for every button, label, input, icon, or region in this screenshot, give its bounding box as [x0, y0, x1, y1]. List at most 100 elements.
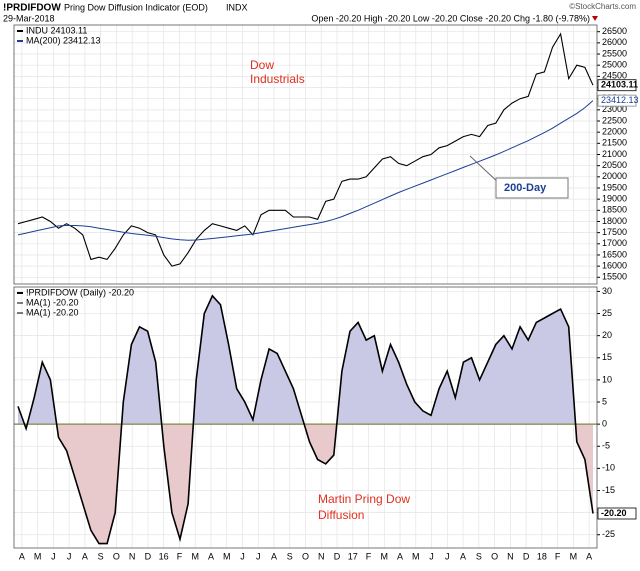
x-tick-label: S [287, 551, 293, 561]
annotation: Industrials [250, 72, 305, 86]
x-tick-label: A [208, 551, 214, 561]
annotation-arrow [469, 155, 501, 185]
y-tick-label: 26000 [602, 37, 627, 47]
x-tick-label: M [34, 551, 42, 561]
y-tick-label: -15 [602, 485, 615, 495]
annotation: Dow [250, 58, 274, 72]
x-tick-label: D [334, 551, 341, 561]
y-tick-label: 24500 [602, 71, 627, 81]
x-tick-label: A [271, 551, 277, 561]
annotation: Martin Pring Dow [318, 492, 410, 506]
series-line [17, 32, 594, 267]
description: Pring Dow Diffusion Indicator (EOD) [64, 2, 208, 12]
x-tick-label: D [145, 551, 152, 561]
last-value-label: 24103.11 [601, 80, 638, 90]
y-tick-label: 21000 [602, 149, 627, 159]
legend-label: MA(200) 23412.13 [26, 35, 101, 45]
x-tick-label: M [381, 551, 389, 561]
x-tick-label: N [129, 551, 136, 561]
legend-label: INDU 24103.11 [26, 25, 87, 35]
last-value-label: 23412.13 [601, 95, 639, 105]
x-tick-label: O [491, 551, 498, 561]
x-tick-label: F [366, 551, 372, 561]
x-tick-label: M [191, 551, 199, 561]
x-tick-label: A [19, 551, 25, 561]
quote: Open -20.20 High -20.20 Low -20.20 Close… [311, 13, 590, 23]
x-tick-label: O [113, 551, 120, 561]
x-tick-label: N [318, 551, 325, 561]
annotation-box [495, 177, 569, 199]
y-tick-label: 20500 [602, 160, 627, 170]
y-tick-label: 23000 [602, 104, 627, 114]
legend-label: MA(1) -20.20 [26, 307, 79, 317]
y-tick-label: -10 [602, 463, 615, 473]
x-tick-label: J [429, 551, 434, 561]
legend-label: !PRDIFDOW (Daily) -20.20 [26, 287, 134, 297]
y-tick-label: 22000 [602, 127, 627, 137]
y-tick-label: 15 [602, 352, 612, 362]
y-tick-label: 15500 [602, 272, 627, 282]
area-positive [18, 295, 576, 425]
y-tick-label: -25 [602, 529, 615, 539]
panel-frame [13, 24, 598, 285]
series-line [17, 100, 594, 241]
x-tick-label: F [177, 551, 183, 561]
symbol: !PRDIFDOW [3, 3, 61, 14]
y-tick-label: -5 [602, 441, 610, 451]
x-tick-label: J [67, 551, 72, 561]
date: 29-Mar-2018 [3, 13, 55, 23]
x-tick-label: O [302, 551, 309, 561]
y-tick-label: 18000 [602, 216, 627, 226]
x-tick-label: A [82, 551, 88, 561]
last-value-label: -20.20 [601, 508, 627, 518]
x-tick-label: A [586, 551, 592, 561]
y-tick-label: 19000 [602, 194, 627, 204]
y-tick-label: 20000 [602, 171, 627, 181]
x-tick-label: J [445, 551, 450, 561]
y-tick-label: 0 [602, 419, 607, 429]
x-tick-label: J [51, 551, 56, 561]
y-tick-label: 20 [602, 330, 612, 340]
y-tick-label: 18500 [602, 205, 627, 215]
y-tick-label: 21500 [602, 138, 627, 148]
x-tick-label: M [570, 551, 578, 561]
x-tick-label: F [555, 551, 561, 561]
x-tick-label: M [412, 551, 420, 561]
y-tick-label: 16500 [602, 249, 627, 259]
y-tick-label: 16000 [602, 261, 627, 271]
y-tick-label: 17000 [602, 238, 627, 248]
y-tick-label: 10 [602, 374, 612, 384]
y-tick-label: 25500 [602, 48, 627, 58]
x-tick-label: 18 [537, 551, 547, 561]
exchange: INDX [226, 2, 248, 12]
annotation: Diffusion [318, 508, 364, 522]
y-tick-label: 5 [602, 396, 607, 406]
x-tick-label: N [507, 551, 514, 561]
x-tick-label: S [476, 551, 482, 561]
y-tick-label: 22500 [602, 115, 627, 125]
down-arrow [592, 16, 598, 21]
x-tick-label: J [240, 551, 245, 561]
last-value-box [597, 79, 637, 92]
area-negative [18, 424, 593, 544]
panel-frame [13, 286, 598, 549]
last-value-box [597, 94, 637, 107]
last-value-box [597, 507, 637, 520]
x-tick-label: A [460, 551, 466, 561]
y-tick-label: 26500 [602, 26, 627, 36]
x-tick-label: D [523, 551, 530, 561]
x-tick-label: 16 [159, 551, 169, 561]
y-tick-label: 30 [602, 286, 612, 296]
x-tick-label: J [256, 551, 261, 561]
x-tick-label: S [98, 551, 104, 561]
y-tick-label: 25 [602, 308, 612, 318]
x-tick-label: 17 [348, 551, 358, 561]
credit: ©StockCharts.com [569, 2, 636, 11]
x-tick-label: M [223, 551, 231, 561]
annotation: 200-Day [504, 182, 547, 194]
series-line [17, 294, 594, 545]
x-tick-label: A [397, 551, 403, 561]
y-tick-label: 25000 [602, 60, 627, 70]
legend-label: MA(1) -20.20 [26, 297, 79, 307]
